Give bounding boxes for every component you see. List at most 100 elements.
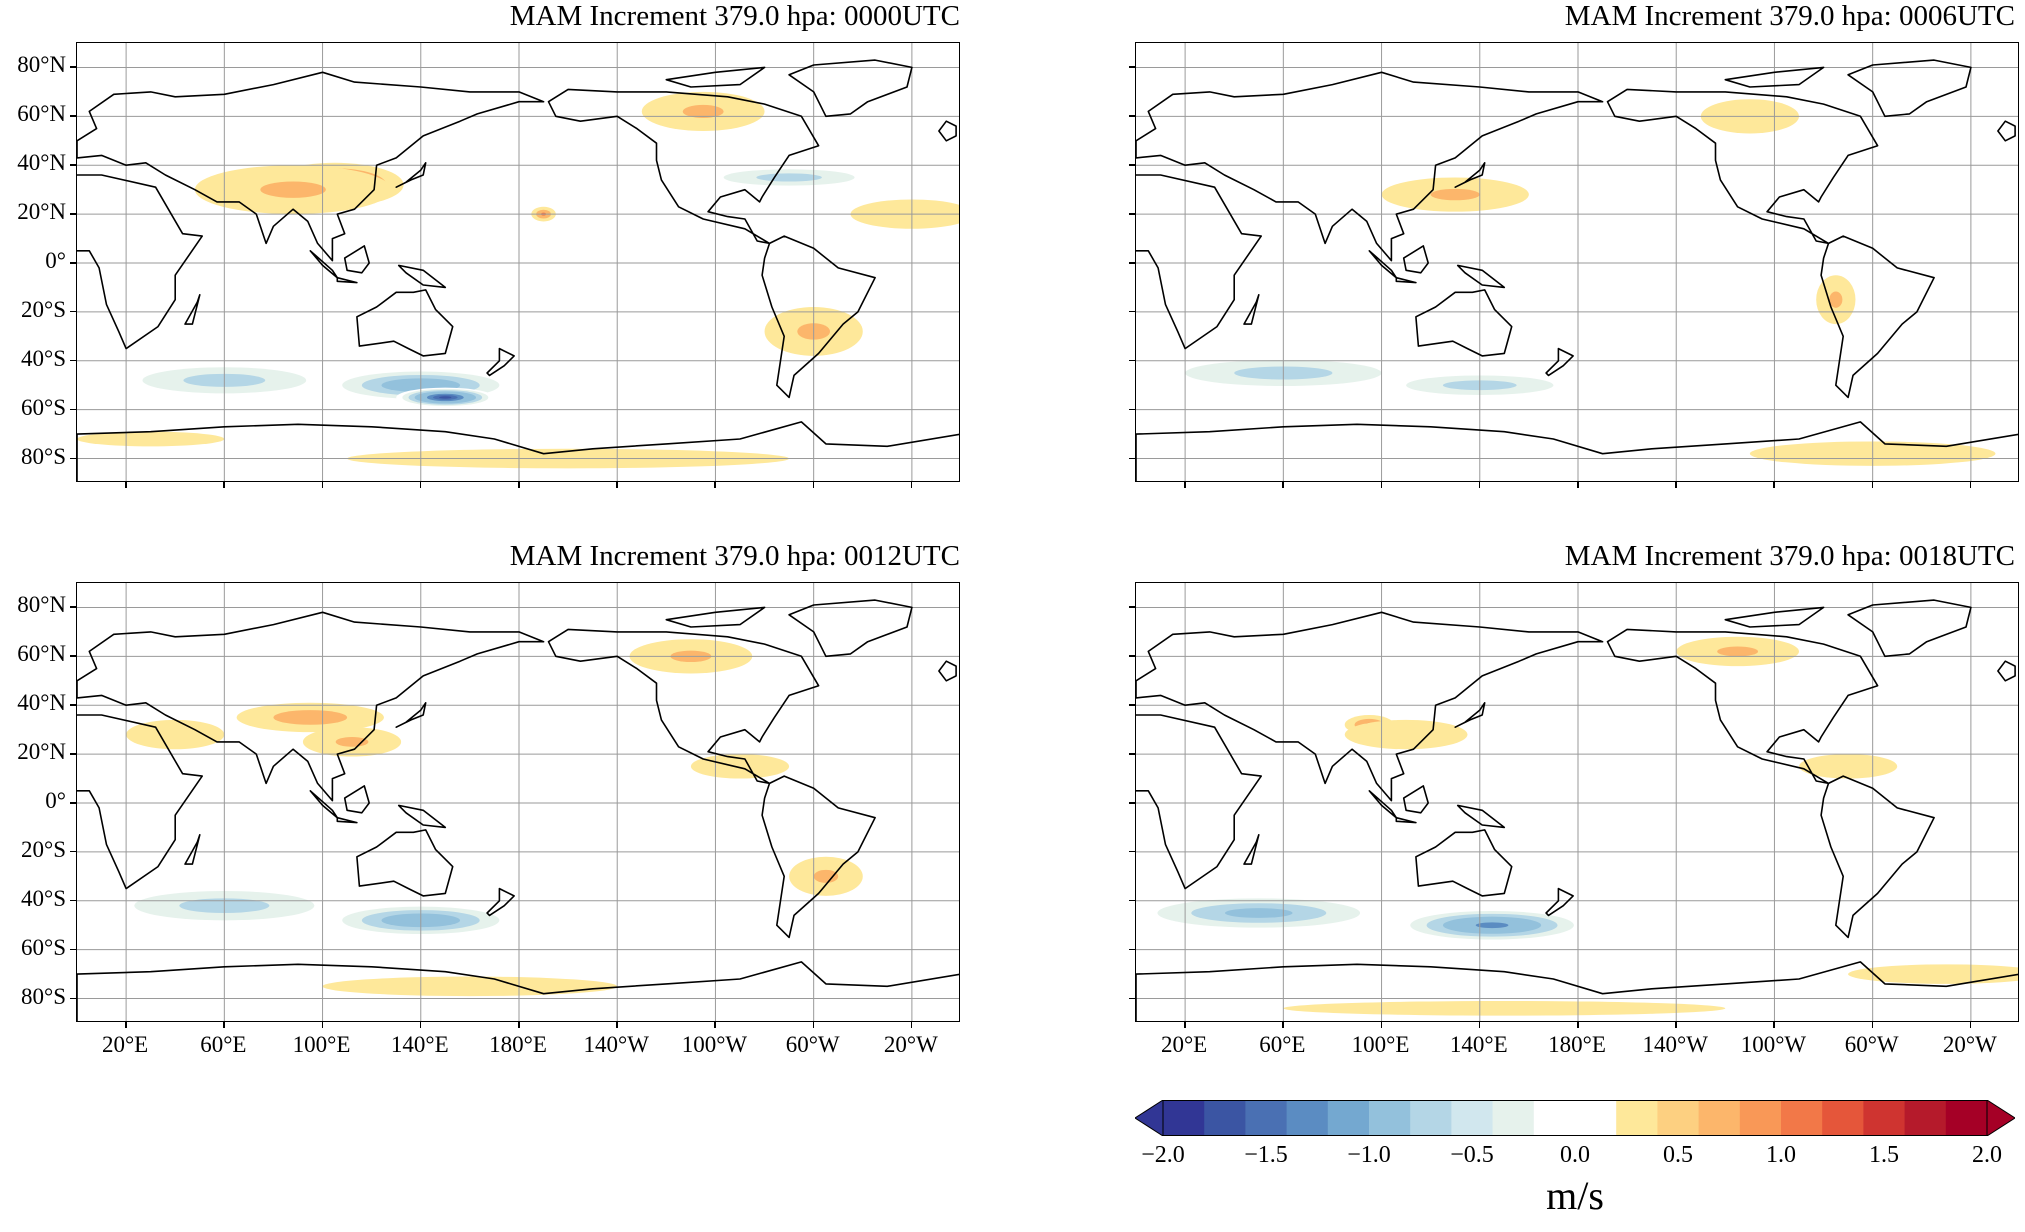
map-0006utc	[1135, 42, 2019, 482]
coastline	[1724, 606, 1825, 628]
lon-tick-mark	[1184, 1022, 1186, 1028]
lon-tick-mark	[1871, 1022, 1874, 1028]
lon-tick-mark	[1871, 482, 1874, 488]
map-0018utc	[1135, 582, 2019, 1022]
panel-title: MAM Increment 379.0 hpa: 0018UTC	[1564, 540, 2015, 572]
lat-tick-label: 0°	[45, 788, 66, 813]
coastline	[1136, 421, 2018, 481]
lat-tick-mark	[70, 802, 76, 804]
increment-contour	[1375, 727, 1437, 742]
map-canvas	[1136, 583, 2018, 1021]
increment-contour	[260, 181, 326, 198]
coastline	[486, 347, 515, 377]
lon-tick-mark	[616, 1022, 618, 1028]
lon-tick-label: 20°E	[1160, 1032, 1208, 1057]
coastlines	[1136, 599, 2018, 1021]
lon-tick-mark	[518, 1022, 520, 1028]
lon-tick-mark	[419, 482, 422, 488]
colorbar-tick-label: −2.0	[1141, 1142, 1185, 1168]
coastline	[1395, 816, 1417, 824]
lat-tick-mark	[1129, 115, 1135, 117]
colorbar-segment	[1410, 1100, 1452, 1136]
lon-tick-mark	[1773, 1022, 1775, 1028]
colorbar-segment	[1204, 1100, 1246, 1136]
coastline	[1395, 276, 1417, 284]
colorbar-tick-label: 0.5	[1663, 1142, 1693, 1168]
map-canvas	[1136, 43, 2018, 481]
coastline	[184, 834, 201, 865]
lon-tick-label: 20°W	[883, 1032, 938, 1057]
coastline	[1606, 88, 1879, 245]
increment-contour	[756, 173, 822, 182]
colorbar-tick-label: 0.0	[1560, 1142, 1590, 1168]
lon-tick-label: 140°E	[1449, 1032, 1508, 1057]
lat-tick-mark	[70, 899, 76, 902]
lon-tick-mark	[419, 1022, 422, 1028]
lat-tick-mark	[70, 164, 76, 166]
increment-contour	[1717, 646, 1759, 657]
coastline	[1997, 120, 2016, 142]
colorbar-tick-label: 1.5	[1869, 1142, 1899, 1168]
coastline	[1415, 829, 1513, 897]
panel-title: MAM Increment 379.0 hpa: 0012UTC	[509, 540, 960, 572]
lon-tick-mark	[1478, 482, 1481, 488]
colorbar-segment	[1369, 1100, 1411, 1136]
colorbar-segment	[1698, 1100, 1741, 1136]
lon-tick-mark	[812, 1022, 815, 1028]
lon-tick-label: 20°E	[101, 1032, 149, 1057]
lon-tick-label: 140°W	[583, 1032, 649, 1057]
colorbar-tick-label: −1.0	[1347, 1142, 1391, 1168]
coastline	[1243, 834, 1260, 865]
increment-contour	[439, 396, 452, 399]
increment-contour	[1829, 291, 1843, 308]
lon-tick-label: 180°E	[489, 1032, 547, 1057]
coastline	[1136, 174, 1262, 350]
lon-tick-mark	[1773, 482, 1775, 488]
lat-tick-label: 60°S	[21, 394, 66, 420]
coastline	[343, 245, 370, 274]
increment-field	[77, 91, 959, 469]
lon-tick-mark	[1577, 1022, 1579, 1028]
coastlines	[1136, 59, 2018, 481]
coastline	[788, 59, 913, 118]
lon-tick-mark	[1282, 1022, 1284, 1028]
coastline	[1415, 289, 1513, 357]
colorbar-tick-label: −0.5	[1450, 1142, 1494, 1168]
lat-tick-mark	[1129, 704, 1135, 706]
coastline	[356, 289, 454, 357]
lat-tick-mark	[1129, 606, 1135, 608]
lat-tick-mark	[1129, 262, 1135, 264]
lat-tick-mark	[70, 457, 76, 460]
coastline	[343, 785, 370, 814]
increment-contour	[715, 760, 765, 773]
lon-tick-mark	[714, 482, 716, 488]
colorbar-extend-max	[1986, 1100, 2015, 1136]
lat-tick-mark	[1129, 655, 1135, 657]
colorbar-segment	[1616, 1100, 1658, 1136]
lon-tick-mark	[1675, 482, 1677, 488]
lon-tick-mark	[223, 482, 225, 488]
colorbar-segment	[1904, 1100, 1947, 1136]
colorbar	[1135, 1100, 2015, 1136]
increment-contour	[682, 104, 724, 118]
lat-tick-mark	[1129, 310, 1135, 313]
lon-tick-label: 140°E	[390, 1032, 449, 1057]
increment-contour	[291, 713, 329, 722]
colorbar-segment	[1822, 1100, 1864, 1136]
lat-tick-label: 80°S	[21, 443, 66, 469]
colorbar-segment	[1739, 1100, 1782, 1136]
coastlines	[77, 59, 959, 481]
coastline	[184, 294, 201, 325]
lon-tick-label: 60°E	[200, 1032, 247, 1057]
colorbar-extend-min	[1135, 1100, 1164, 1136]
lon-tick-mark	[616, 482, 618, 488]
lat-tick-mark	[70, 704, 76, 706]
lon-tick-mark	[910, 1022, 913, 1028]
coastline	[1368, 250, 1398, 279]
lat-tick-label: 60°N	[17, 641, 66, 667]
lon-tick-mark	[125, 482, 127, 488]
lat-tick-label: 40°S	[21, 885, 66, 911]
lat-tick-mark	[1129, 213, 1135, 215]
lat-tick-mark	[70, 66, 76, 68]
coastline	[1402, 245, 1429, 274]
